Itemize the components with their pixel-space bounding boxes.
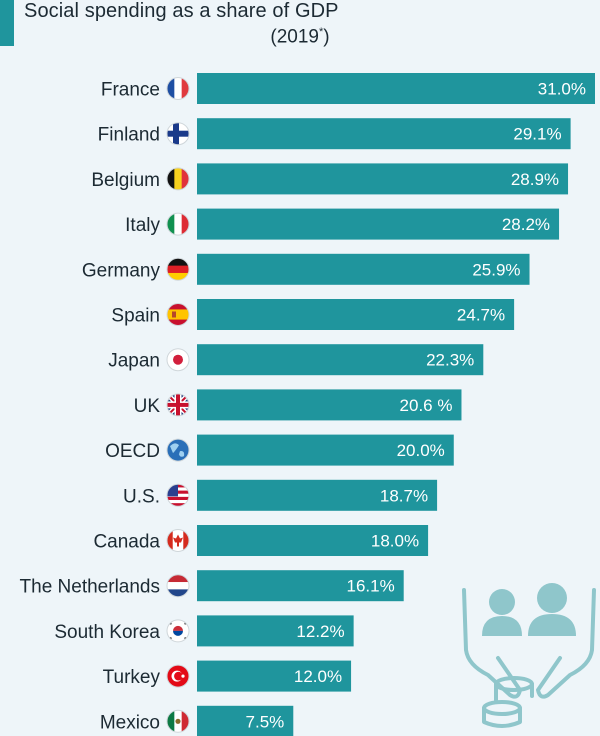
canada-flag-icon (166, 529, 190, 552)
value-label-mexico: 7.5% (246, 712, 285, 731)
value-label-canada: 18.0% (371, 532, 419, 551)
bar-uk (197, 389, 462, 421)
bar-row-uk: UK 20.6 % (134, 389, 462, 421)
bar-row-belgium: Belgium 28.9% (91, 163, 569, 195)
mexico-flag-icon (166, 709, 190, 733)
us-flag-icon (166, 483, 190, 507)
globe-icon (166, 438, 190, 462)
value-label-oecd: 20.0% (397, 441, 445, 460)
value-label-italy: 28.2% (502, 215, 550, 234)
category-label-u-s-: U.S. (123, 486, 160, 507)
japan-flag-icon (166, 348, 190, 372)
category-label-spain: Spain (111, 306, 160, 327)
category-label-japan: Japan (108, 351, 160, 372)
bar-row-the-netherlands: The Netherlands 16.1% (20, 570, 404, 602)
bar-france (197, 73, 595, 104)
bar-row-germany: Germany 25.9% (82, 253, 530, 285)
bar-italy (197, 208, 560, 240)
bar-mexico (197, 705, 294, 736)
category-label-uk: UK (134, 396, 161, 417)
bar-belgium (197, 163, 569, 195)
value-label-finland: 29.1% (513, 125, 561, 144)
category-label-italy: Italy (125, 215, 160, 236)
value-label-uk: 20.6 % (400, 396, 453, 415)
bar-turkey (197, 660, 352, 692)
value-label-south-korea: 12.2% (296, 622, 344, 641)
people-hands-coins-icon (462, 583, 596, 728)
category-label-oecd: OECD (105, 441, 160, 462)
category-label-mexico: Mexico (100, 712, 160, 733)
bar-row-u-s-: U.S. 18.7% (123, 479, 438, 511)
value-label-turkey: 12.0% (294, 667, 342, 686)
italy-flag-icon (166, 212, 190, 236)
value-label-belgium: 28.9% (511, 170, 559, 189)
category-label-germany: Germany (82, 260, 161, 281)
south-korea-flag-icon (166, 619, 190, 643)
uk-flag-icon (166, 393, 190, 417)
netherlands-flag-icon (166, 574, 190, 598)
category-label-canada: Canada (93, 532, 160, 553)
category-label-south-korea: South Korea (54, 622, 160, 643)
title-accent-bar (0, 0, 14, 46)
bar-row-spain: Spain 24.7% (111, 299, 515, 330)
category-label-finland: Finland (98, 125, 160, 146)
germany-flag-icon (166, 257, 190, 281)
bar-row-japan: Japan 22.3% (108, 344, 484, 376)
bar-row-mexico: Mexico 7.5% (100, 705, 294, 736)
bar-south-korea (197, 615, 354, 647)
category-label-turkey: Turkey (103, 667, 161, 688)
category-label-belgium: Belgium (91, 170, 160, 191)
bar-row-oecd: OECD 20.0% (105, 434, 454, 466)
subtitle-close: ) (323, 26, 330, 48)
subtitle-year: (2019 (270, 26, 319, 48)
subtitle-asterisk: * (319, 26, 324, 38)
belgium-flag-icon (166, 167, 190, 191)
bar-japan (197, 344, 484, 376)
bar-row-france: France 31.0% (101, 73, 595, 104)
chart-title: Social spending as a share of GDP (24, 0, 339, 22)
category-label-france: France (101, 80, 160, 101)
value-label-japan: 22.3% (426, 351, 474, 370)
finland-flag-icon (166, 122, 190, 146)
category-label-the-netherlands: The Netherlands (20, 577, 160, 598)
france-flag-icon (166, 77, 190, 100)
bar-row-canada: Canada 18.0% (93, 525, 429, 556)
bar-oecd (197, 434, 454, 466)
bar-finland (197, 118, 571, 150)
bar-germany (197, 253, 530, 285)
bar-u-s- (197, 479, 438, 511)
value-label-spain: 24.7% (457, 306, 505, 325)
bar-row-south-korea: South Korea 12.2% (54, 615, 354, 647)
chart-subtitle: (2019*) (0, 26, 600, 48)
value-label-france: 31.0% (538, 80, 586, 99)
spain-flag-icon (166, 303, 190, 326)
bar-spain (197, 299, 515, 330)
value-label-germany: 25.9% (472, 260, 520, 279)
bar-row-finland: Finland 29.1% (98, 118, 571, 150)
bar-row-italy: Italy 28.2% (125, 208, 560, 240)
value-label-the-netherlands: 16.1% (347, 577, 395, 596)
turkey-flag-icon (166, 664, 190, 688)
bar-the-netherlands (197, 570, 404, 602)
value-label-u-s-: 18.7% (380, 486, 428, 505)
bar-canada (197, 525, 429, 556)
bar-row-turkey: Turkey 12.0% (103, 660, 352, 692)
